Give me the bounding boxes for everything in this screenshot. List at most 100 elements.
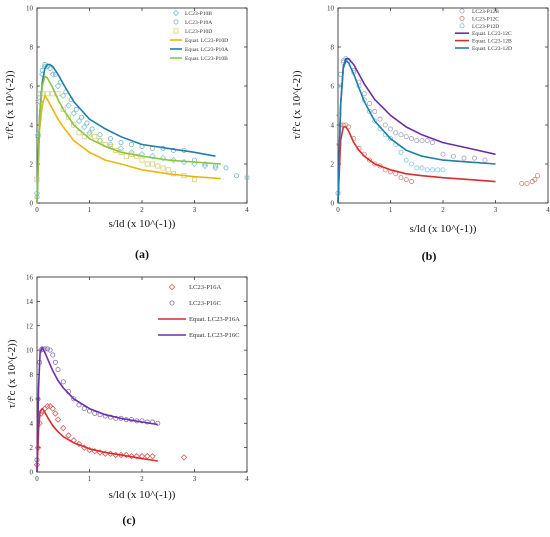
data-point [49, 405, 56, 412]
data-point [71, 122, 77, 128]
data-point [429, 167, 435, 173]
series-equat-lc23-p10b [36, 75, 221, 204]
x-tick-label: 1 [389, 206, 393, 214]
x-tick-label: 0 [35, 475, 39, 483]
data-point [86, 129, 93, 136]
data-point [403, 157, 409, 163]
data-point [71, 396, 77, 402]
series-equat-lc23-p10d [36, 94, 221, 204]
data-point [387, 126, 393, 132]
data-point [165, 167, 171, 173]
legend-label: Equat. LC23-12C [472, 31, 512, 37]
data-point [159, 154, 167, 162]
data-point [223, 165, 229, 171]
series-line [36, 407, 158, 473]
data-point [79, 114, 85, 120]
data-point [117, 145, 125, 152]
data-point [89, 126, 95, 132]
x-tick-label: 2 [441, 206, 445, 214]
data-point [524, 180, 530, 186]
data-point [92, 134, 98, 140]
y-tick-label: 6 [30, 83, 34, 91]
data-point [471, 155, 477, 161]
data-point [84, 120, 90, 126]
data-point [191, 177, 197, 183]
y-axis-label: τ/f'c (x 10^(-2)) [291, 70, 303, 139]
series-equat-lc23-p10a [36, 63, 216, 204]
legend-label: Equat. LC23-12B [472, 39, 512, 45]
data-point [139, 418, 145, 424]
data-point [532, 177, 538, 183]
x-tick-label: 2 [140, 206, 144, 214]
data-point [50, 352, 56, 358]
series-equat-lc23-12b [337, 126, 496, 204]
y-tick-label: 2 [331, 161, 335, 169]
series-lc23-p16a [33, 402, 188, 468]
data-point [44, 402, 51, 410]
data-point [336, 122, 342, 128]
data-point [429, 140, 435, 146]
y-tick-label: 0 [30, 200, 34, 208]
legend: LC23-P10B LC23-P10A LC23-P10D Equat. LC23-P… [170, 9, 228, 62]
legend-marker [169, 300, 175, 306]
legend-label: Equat. LC23-P16C [189, 332, 240, 339]
data-point [414, 165, 420, 171]
series-lc23-p16c [34, 346, 161, 463]
legend-label: Equat. LC23-P16A [189, 316, 240, 323]
legend-label: Equat. LC23-12D [472, 46, 512, 52]
data-point [55, 367, 61, 373]
y-tick-label: 6 [30, 395, 34, 403]
data-point [440, 167, 446, 173]
y-tick-label: 6 [331, 83, 335, 91]
data-point [149, 452, 156, 460]
data-point [160, 165, 166, 171]
data-point [81, 406, 87, 412]
y-tick-label: 8 [30, 44, 34, 52]
legend-label: LC23-P16A [189, 284, 221, 291]
data-point [155, 420, 161, 426]
y-tick-label: 10 [26, 347, 34, 355]
data-point [123, 451, 130, 459]
data-point [155, 163, 161, 169]
data-point [424, 167, 430, 173]
legend-label: LC23-P10D [185, 29, 212, 35]
data-point [144, 161, 150, 167]
data-point [535, 173, 541, 179]
data-point [60, 424, 67, 432]
y-tick-label: 2 [30, 161, 34, 169]
data-point [60, 106, 66, 112]
y-tick-label: 14 [26, 298, 34, 306]
legend-marker [168, 283, 176, 291]
x-tick-label: 3 [494, 206, 498, 214]
legend-marker [459, 15, 465, 21]
data-point [372, 108, 378, 114]
series-lc23-p12d [335, 56, 446, 196]
data-point [75, 440, 83, 448]
x-tick-label: 0 [336, 206, 340, 214]
x-tick-label: 0 [35, 206, 39, 214]
data-point [361, 91, 367, 97]
panel-label: (b) [422, 249, 437, 263]
x-tick-label: 4 [245, 475, 249, 483]
data-point [97, 132, 103, 138]
data-point [81, 123, 88, 131]
x-tick-label: 1 [88, 475, 92, 483]
data-point [47, 347, 53, 353]
data-point [440, 151, 446, 157]
data-point [65, 102, 72, 109]
x-tick-label: 1 [88, 206, 92, 214]
legend-marker [459, 8, 465, 14]
data-point [123, 153, 129, 159]
legend-label: LC23-P10A [185, 20, 212, 26]
data-point [70, 110, 77, 117]
panel-label: (c) [122, 513, 135, 527]
series-line [36, 63, 216, 204]
y-axis-label: τ/f'c (x 10^(-2)) [6, 339, 18, 408]
data-point [170, 147, 176, 153]
data-point [47, 65, 53, 71]
legend-label: LC23-P16C [189, 300, 221, 307]
legend-label: LC23-P12C [472, 16, 499, 22]
x-tick-label: 4 [546, 206, 550, 214]
data-point [482, 157, 488, 163]
